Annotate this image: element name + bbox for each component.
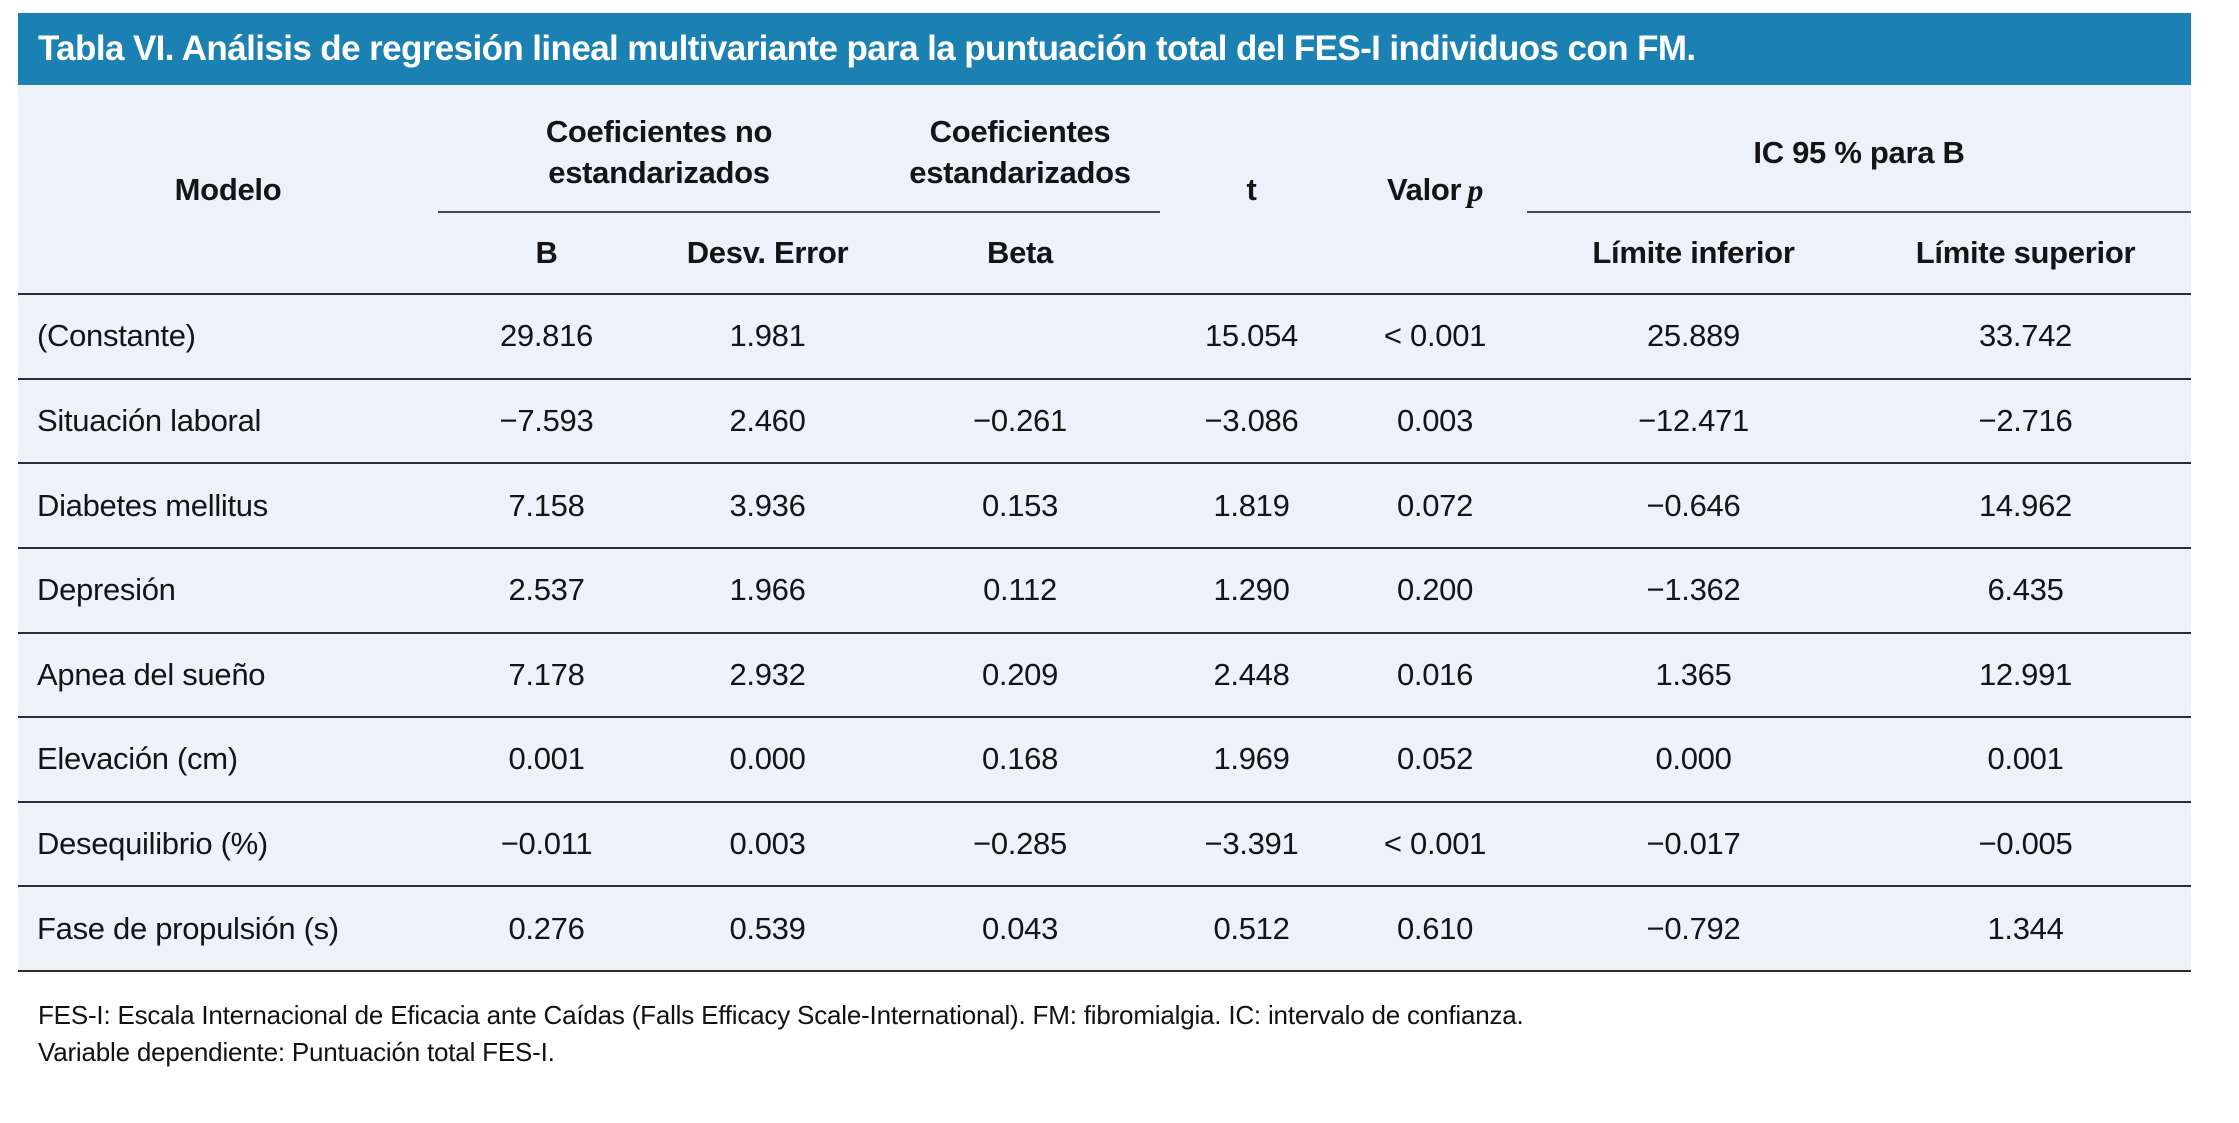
table-row: Apnea del sueño 7.178 2.932 0.209 2.448 … [18,634,2191,719]
cell-se: 0.539 [729,910,806,946]
cell-se: 2.932 [729,656,806,692]
cell-t: 1.969 [1213,741,1290,777]
table-body: (Constante) 29.816 1.981 15.054 < 0.001 … [18,295,2191,972]
cell-model: Fase de propulsión (s) [37,910,339,946]
header-sub-beta: Beta [987,234,1053,270]
header-group-standardized: Coeficientes estandarizados [909,114,1131,190]
cell-b: 7.178 [508,656,585,692]
cell-se: 2.460 [729,402,806,438]
header-sub-limite-inferior: Límite inferior [1592,234,1795,270]
cell-upper: −2.716 [1978,402,2073,438]
valor-p-prefix: Valor [1386,171,1462,207]
cell-upper: 1.344 [1987,910,2064,946]
cell-p: 0.072 [1396,487,1474,523]
header-underline-coefficients [438,211,1160,213]
cell-model: Elevación (cm) [37,741,238,777]
cell-b: 29.816 [499,318,594,354]
cell-p: < 0.001 [1383,318,1487,354]
cell-beta: −0.261 [973,402,1067,438]
table-row: (Constante) 29.816 1.981 15.054 < 0.001 … [18,295,2191,380]
header-cell-valor-p: Valor p [1343,85,1527,295]
header-cell-t: t [1246,171,1257,207]
cell-b: 0.276 [508,910,585,946]
cell-beta: 0.209 [981,656,1059,692]
table-row: Fase de propulsión (s) 0.276 0.539 0.043… [18,887,2191,972]
cell-p: 0.610 [1396,910,1474,946]
cell-upper: 12.991 [1978,656,2073,692]
cell-lower: −1.362 [1646,572,1741,608]
cell-p: 0.200 [1396,572,1474,608]
cell-p: < 0.001 [1383,826,1487,862]
table-row: Diabetes mellitus 7.158 3.936 0.153 1.81… [18,464,2191,549]
table-row: Depresión 2.537 1.966 0.112 1.290 0.200 … [18,549,2191,634]
cell-b: 2.537 [508,572,585,608]
cell-lower: −0.646 [1646,487,1741,523]
cell-se: 1.966 [729,572,806,608]
valor-p-symbol: p [1467,171,1484,208]
cell-p: 0.003 [1396,402,1474,438]
cell-se: 3.936 [729,487,806,523]
table-row: Desequilibrio (%) −0.011 0.003 −0.285 −3… [18,803,2191,888]
cell-t: 15.054 [1204,318,1299,354]
cell-lower: 25.889 [1646,318,1741,354]
header-cell-modelo: Modelo [174,171,282,207]
cell-model: Diabetes mellitus [37,487,268,523]
header-sub-limite-superior: Límite superior [1915,234,2136,270]
cell-p: 0.052 [1396,741,1474,777]
header-underline-ic95 [1527,211,2191,213]
cell-beta: 0.153 [981,487,1059,523]
footnote-line-2: Variable dependiente: Puntuación total F… [38,1037,555,1067]
footnotes: FES-I: Escala Internacional de Eficacia … [38,997,1524,1071]
cell-b: −7.593 [499,402,594,438]
cell-lower: 1.365 [1655,656,1732,692]
cell-upper: 33.742 [1978,318,2073,354]
cell-lower: −12.471 [1638,402,1749,438]
cell-beta: 0.168 [981,741,1059,777]
cell-lower: −0.017 [1646,826,1741,862]
cell-lower: −0.792 [1646,910,1741,946]
cell-beta: −0.285 [973,826,1067,862]
header-group-ic95: IC 95 % para B [1753,134,1965,170]
header-sub-b: B [535,234,558,270]
cell-se: 0.003 [729,826,806,862]
cell-upper: 6.435 [1987,572,2064,608]
cell-beta: 0.112 [983,572,1057,608]
table-row: Elevación (cm) 0.001 0.000 0.168 1.969 0… [18,718,2191,803]
cell-b: −0.011 [500,826,593,862]
cell-upper: 0.001 [1987,741,2064,777]
cell-b: 0.001 [508,741,585,777]
cell-model: Situación laboral [37,402,262,438]
table-row: Situación laboral −7.593 2.460 −0.261 −3… [18,380,2191,465]
cell-t: −3.086 [1204,402,1299,438]
cell-t: −3.391 [1204,826,1299,862]
cell-lower: 0.000 [1655,741,1732,777]
cell-t: 1.819 [1213,487,1290,523]
table-title-bar: Tabla VI. Análisis de regresión lineal m… [18,13,2191,85]
header-group-unstandardized: Coeficientes no estandarizados [545,114,773,190]
cell-se: 0.000 [729,741,806,777]
cell-beta: 0.043 [981,910,1059,946]
cell-upper: −0.005 [1978,826,2073,862]
cell-model: Desequilibrio (%) [37,826,268,862]
cell-p: 0.016 [1396,656,1474,692]
table-card: Tabla VI. Análisis de regresión lineal m… [18,13,2191,972]
table-header: Modelo Coeficientes no estandarizados Co… [18,85,2191,295]
cell-t: 0.512 [1213,910,1290,946]
cell-beta [880,295,1160,378]
cell-model: (Constante) [37,318,196,354]
table-title: Tabla VI. Análisis de regresión lineal m… [38,29,1696,68]
footnote-line-1: FES-I: Escala Internacional de Eficacia … [38,1000,1524,1030]
cell-se: 1.981 [729,318,806,354]
cell-model: Depresión [37,572,176,608]
cell-t: 1.290 [1213,572,1290,608]
cell-t: 2.448 [1213,656,1290,692]
cell-b: 7.158 [508,487,585,523]
cell-model: Apnea del sueño [37,656,266,692]
cell-upper: 14.962 [1978,487,2073,523]
header-sub-desv-error: Desv. Error [686,234,849,270]
